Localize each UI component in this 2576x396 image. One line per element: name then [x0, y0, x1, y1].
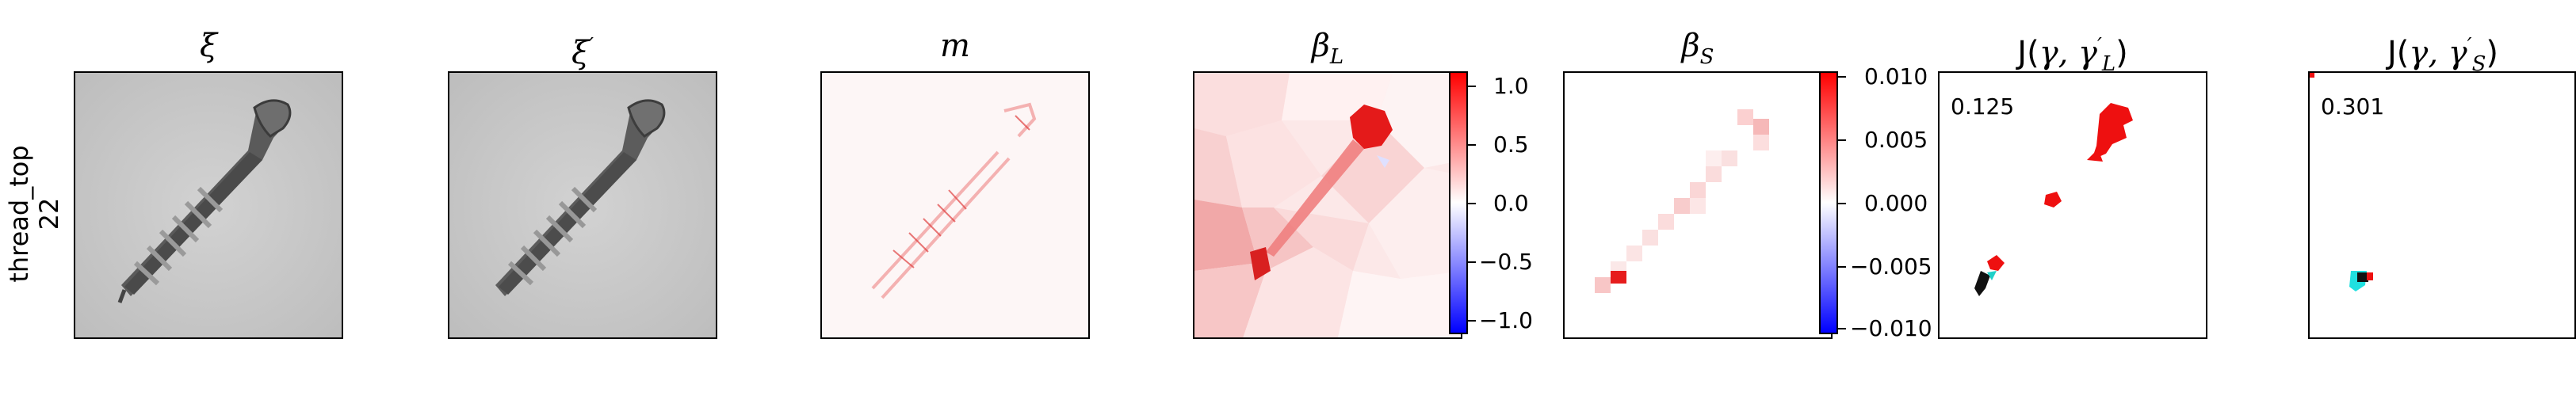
colorbar-s-label: 0.005 [1864, 127, 1928, 153]
panel-title-xi-prime: ξ′ [448, 22, 717, 70]
colorbar-s-tick [1838, 266, 1846, 268]
jaccard-s-score: 0.301 [2321, 93, 2384, 120]
image-beta-l [1193, 71, 1462, 339]
colorbar-s-tick [1838, 76, 1846, 78]
colorbar-l-label: −1.0 [1479, 307, 1533, 333]
screw-reconstruction-image [449, 73, 717, 339]
row-label-index: 22 [34, 135, 64, 293]
colorbar-s-label: 0.000 [1864, 190, 1928, 216]
panel-title-j-s: J(γ, γ′S) [2308, 22, 2576, 70]
mask-heatmap [822, 73, 1090, 339]
colorbar-s-tick [1838, 203, 1846, 204]
colorbar-l-label: 1.0 [1493, 73, 1529, 99]
beta-l-heatmap [1194, 73, 1462, 339]
colorbar-s-label: −0.010 [1850, 315, 1932, 341]
panel-title-j-l: J(γ, γ′L) [1938, 22, 2207, 70]
colorbar-l-tick [1468, 86, 1476, 87]
colorbar-s-label: 0.010 [1864, 63, 1928, 89]
image-reconstruction [448, 71, 717, 339]
jaccard-l-score: 0.125 [1951, 93, 2014, 120]
colorbar-s-tick [1838, 328, 1846, 329]
panel-title-xi: ξ [74, 22, 343, 70]
colorbar-l-label: 0.5 [1493, 131, 1529, 158]
row-label: thread_top 22 [4, 135, 67, 293]
colorbar-s-label: −0.005 [1850, 253, 1932, 280]
image-original [74, 71, 343, 339]
image-jaccard-l: 0.125 [1938, 71, 2207, 339]
colorbar-beta-s [1819, 71, 1838, 334]
colorbar-l-tick [1468, 320, 1476, 322]
panel-title-beta-s: βS [1563, 22, 1833, 70]
colorbar-l-label: 0.0 [1493, 190, 1529, 216]
panel-title-beta-l: βL [1193, 22, 1462, 70]
colorbar-l-label: −0.5 [1479, 249, 1533, 275]
screw-image [75, 73, 343, 339]
panel-title-m: m [820, 22, 1090, 70]
image-jaccard-s: 0.301 [2308, 71, 2576, 339]
colorbar-l-tick [1468, 203, 1476, 204]
colorbar-l-tick [1468, 144, 1476, 146]
colorbar-s-tick [1838, 139, 1846, 141]
beta-s-heatmap [1565, 73, 1833, 339]
image-mask [820, 71, 1090, 339]
row-label-class: thread_top [4, 135, 34, 293]
image-beta-s [1563, 71, 1833, 339]
colorbar-beta-l [1449, 71, 1468, 334]
colorbar-l-tick [1468, 261, 1476, 263]
